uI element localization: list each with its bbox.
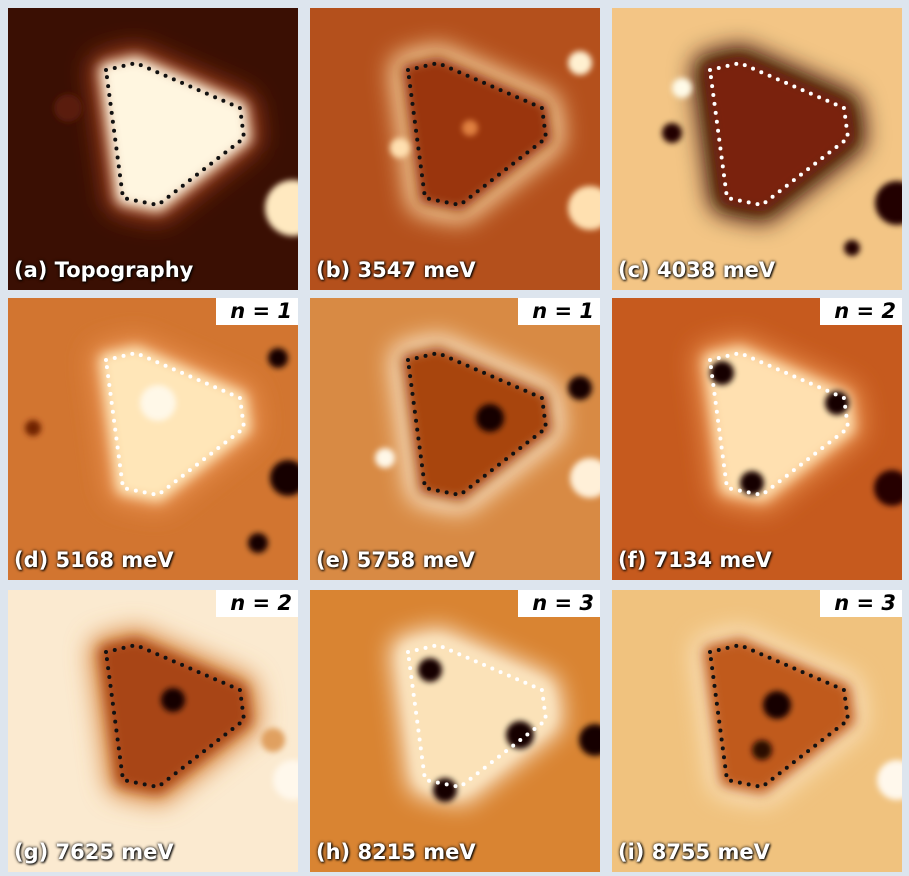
stm-image	[612, 298, 902, 580]
stm-image	[612, 8, 902, 290]
island	[99, 56, 251, 212]
panel-label: (i) 8755 meV	[618, 840, 770, 864]
feature	[875, 181, 902, 225]
panel-label: (f) 7134 meV	[618, 548, 772, 572]
feature	[54, 94, 82, 122]
level-badge: n = 3	[820, 590, 902, 617]
stm-image	[8, 590, 298, 872]
panel-label: (g) 7625 meV	[14, 840, 174, 864]
island	[401, 346, 553, 502]
feature	[874, 470, 902, 506]
feature	[273, 760, 298, 800]
island	[703, 346, 855, 502]
stm-image	[612, 590, 902, 872]
feature	[506, 721, 534, 749]
feature	[570, 458, 600, 498]
feature	[25, 420, 41, 436]
feature	[672, 78, 692, 98]
image-panel: (b) 3547 meV	[310, 8, 600, 290]
feature	[270, 460, 298, 496]
level-badge: n = 2	[216, 590, 298, 617]
feature	[579, 724, 600, 756]
feature	[568, 376, 592, 400]
feature	[763, 691, 791, 719]
stm-image	[310, 8, 600, 290]
feature	[568, 186, 600, 230]
feature	[462, 120, 478, 136]
panel-label: (h) 8215 meV	[316, 840, 476, 864]
level-badge: n = 1	[216, 298, 298, 325]
image-panel: (g) 7625 meV n = 2	[8, 590, 298, 872]
feature	[140, 385, 176, 421]
panel-label: (e) 5758 meV	[316, 548, 475, 572]
feature	[568, 51, 592, 75]
image-panel: (i) 8755 meV n = 3	[612, 590, 902, 872]
island	[401, 56, 553, 212]
level-badge: n = 3	[518, 590, 600, 617]
feature	[261, 728, 285, 752]
feature	[265, 180, 298, 236]
island	[703, 56, 855, 212]
feature	[375, 448, 395, 468]
image-panel: (a) Topography	[8, 8, 298, 290]
stm-image	[8, 8, 298, 290]
image-panel: (c) 4038 meV	[612, 8, 902, 290]
panel-label: (d) 5168 meV	[14, 548, 174, 572]
feature	[844, 240, 860, 256]
feature	[268, 348, 288, 368]
feature	[161, 688, 185, 712]
feature	[248, 533, 268, 553]
stm-image	[310, 590, 600, 872]
feature	[740, 471, 764, 495]
feature	[710, 361, 734, 385]
island	[99, 638, 251, 794]
image-panel: (d) 5168 meV n = 1	[8, 298, 298, 580]
feature	[476, 404, 504, 432]
island	[99, 346, 251, 502]
stm-image	[8, 298, 298, 580]
panel-label: (c) 4038 meV	[618, 258, 776, 282]
panel-label: (a) Topography	[14, 258, 194, 282]
island	[401, 638, 553, 794]
stm-image	[310, 298, 600, 580]
feature	[877, 760, 902, 800]
level-badge: n = 1	[518, 298, 600, 325]
image-panel: (f) 7134 meV n = 2	[612, 298, 902, 580]
feature	[390, 138, 410, 158]
level-badge: n = 2	[820, 298, 902, 325]
panel-label: (b) 3547 meV	[316, 258, 476, 282]
image-panel: (h) 8215 meV n = 3	[310, 590, 600, 872]
image-panel: (e) 5758 meV n = 1	[310, 298, 600, 580]
feature	[662, 123, 682, 143]
feature	[752, 740, 772, 760]
feature	[418, 658, 442, 682]
